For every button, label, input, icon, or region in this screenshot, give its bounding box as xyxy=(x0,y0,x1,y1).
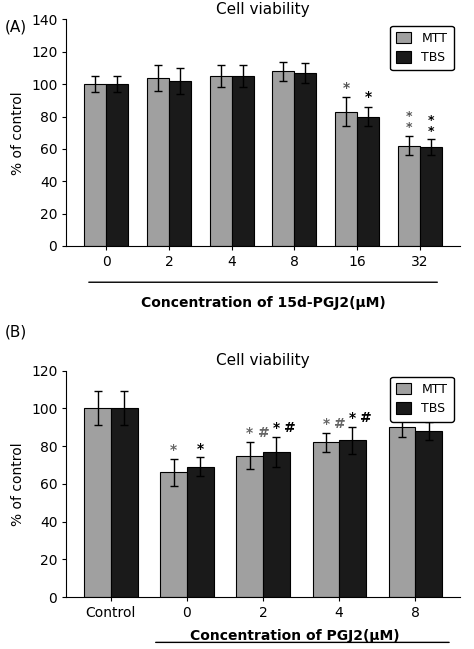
Bar xyxy=(294,73,317,246)
Y-axis label: % of control: % of control xyxy=(11,442,26,526)
Text: *: * xyxy=(273,421,280,435)
Text: *: * xyxy=(170,443,177,458)
Bar xyxy=(415,431,442,597)
Bar xyxy=(147,78,169,246)
Bar xyxy=(398,145,420,246)
Text: *: * xyxy=(197,441,204,456)
Text: Concentration of 15d-PGJ2(μM): Concentration of 15d-PGJ2(μM) xyxy=(141,296,385,310)
Bar xyxy=(237,456,263,597)
Text: #: # xyxy=(410,402,421,416)
Bar xyxy=(187,467,214,597)
Bar xyxy=(169,81,191,246)
Legend: MTT, TBS: MTT, TBS xyxy=(390,377,454,422)
Text: #: # xyxy=(284,421,296,435)
Bar xyxy=(339,441,366,597)
Text: #: # xyxy=(437,406,448,420)
Text: (B): (B) xyxy=(5,324,27,339)
Text: #: # xyxy=(334,417,346,431)
Bar xyxy=(210,76,232,246)
Text: #: # xyxy=(257,426,269,441)
Bar xyxy=(84,408,111,597)
Bar xyxy=(84,84,106,246)
Bar xyxy=(312,443,339,597)
Text: *: * xyxy=(343,80,350,95)
Text: *
*: * * xyxy=(406,110,412,134)
Text: Concentration of PGJ2(μM): Concentration of PGJ2(μM) xyxy=(190,629,400,643)
Title: Cell viability: Cell viability xyxy=(216,2,310,17)
Y-axis label: % of control: % of control xyxy=(11,91,26,175)
Title: Cell viability: Cell viability xyxy=(216,353,310,368)
Text: *: * xyxy=(322,417,329,431)
Bar xyxy=(106,84,128,246)
Bar xyxy=(232,76,254,246)
Text: (A): (A) xyxy=(5,19,27,34)
Bar xyxy=(335,112,357,246)
Text: *: * xyxy=(246,426,253,441)
Text: *: * xyxy=(349,411,356,425)
Text: *: * xyxy=(398,402,406,416)
Text: *: * xyxy=(425,406,432,420)
Text: #: # xyxy=(360,411,372,425)
Bar xyxy=(357,117,379,246)
Bar xyxy=(420,147,442,246)
Text: *: * xyxy=(365,90,372,104)
Bar xyxy=(273,71,294,246)
Text: *
*: * * xyxy=(428,114,434,138)
Legend: MTT, TBS: MTT, TBS xyxy=(390,26,454,71)
Bar xyxy=(263,452,290,597)
Bar xyxy=(389,427,415,597)
Bar xyxy=(111,408,137,597)
Bar xyxy=(160,472,187,597)
